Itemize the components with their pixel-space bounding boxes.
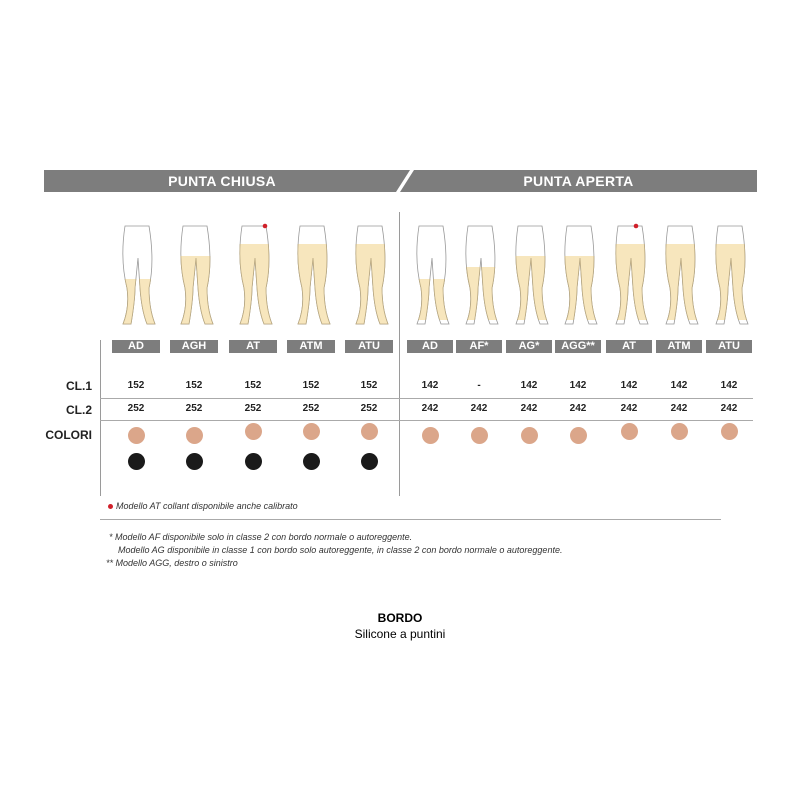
value-cl1: - (477, 380, 481, 391)
leg-illustration (288, 222, 334, 328)
color-swatch-black (186, 453, 203, 470)
model-label: AT (229, 340, 277, 353)
color-swatch-black (128, 453, 145, 470)
value-cl1: 142 (569, 380, 587, 391)
color-swatch-black (303, 453, 320, 470)
model-label: AD (407, 340, 453, 353)
red-dot-icon (633, 223, 639, 229)
red-dot-icon (108, 504, 113, 510)
row-label-colori: COLORI (45, 428, 92, 442)
value-cl2: 252 (302, 403, 320, 414)
color-swatch-skin (245, 423, 262, 440)
color-swatch-skin (570, 427, 587, 444)
model-label: AF* (456, 340, 502, 353)
leg-illustration (606, 222, 652, 328)
model-label: ATU (345, 340, 393, 353)
leg-illustration (555, 222, 601, 328)
value-cl1: 152 (127, 380, 145, 391)
leg-illustration (656, 222, 702, 328)
value-cl2: 242 (470, 403, 488, 414)
value-cl2: 242 (620, 403, 638, 414)
row-label-cl2: CL.2 (65, 403, 92, 417)
leg-illustration (407, 222, 453, 328)
value-cl2: 252 (244, 403, 262, 414)
note-at-text: Modello AT collant disponibile anche cal… (116, 501, 298, 511)
header-punta-chiusa: PUNTA CHIUSA (44, 170, 410, 192)
color-swatch-black (361, 453, 378, 470)
value-cl1: 152 (302, 380, 320, 391)
model-label: AGG** (555, 340, 601, 353)
model-label: AG* (506, 340, 552, 353)
value-cl1: 142 (620, 380, 638, 391)
bordo-title: BORDO (377, 611, 423, 625)
notes-divider (100, 519, 721, 520)
divider-left (100, 340, 101, 496)
value-cl2: 242 (520, 403, 538, 414)
value-cl2: 242 (569, 403, 587, 414)
row-divider-2 (100, 420, 753, 421)
note-ag: Modello AG disponibile in classe 1 con b… (118, 545, 563, 555)
value-cl1: 142 (421, 380, 439, 391)
leg-illustration (113, 222, 159, 328)
value-cl2: 252 (127, 403, 145, 414)
leg-illustration (171, 222, 217, 328)
value-cl1: 152 (185, 380, 203, 391)
bordo-value: Silicone a puntini (354, 627, 446, 641)
model-label: AGH (170, 340, 218, 353)
model-label: ATU (706, 340, 752, 353)
model-label: ATM (656, 340, 702, 353)
color-swatch-skin (471, 427, 488, 444)
value-cl2: 242 (421, 403, 439, 414)
model-label: ATM (287, 340, 335, 353)
color-swatch-skin (128, 427, 145, 444)
leg-illustration (506, 222, 552, 328)
note-agg: ** Modello AGG, destro o sinistro (106, 558, 238, 568)
divider-center (399, 212, 400, 496)
color-swatch-skin (621, 423, 638, 440)
color-swatch-skin (721, 423, 738, 440)
model-label: AD (112, 340, 160, 353)
value-cl2: 242 (670, 403, 688, 414)
row-label-cl1: CL.1 (65, 379, 92, 393)
value-cl2: 252 (185, 403, 203, 414)
color-swatch-skin (422, 427, 439, 444)
leg-illustration (706, 222, 752, 328)
color-swatch-skin (671, 423, 688, 440)
value-cl1: 142 (720, 380, 738, 391)
value-cl1: 142 (670, 380, 688, 391)
row-divider-1 (100, 398, 753, 399)
leg-illustration (346, 222, 392, 328)
leg-illustration (230, 222, 276, 328)
value-cl2: 242 (720, 403, 738, 414)
note-at: Modello AT collant disponibile anche cal… (108, 501, 298, 511)
red-dot-icon (262, 223, 268, 229)
value-cl1: 152 (244, 380, 262, 391)
color-swatch-skin (361, 423, 378, 440)
value-cl1: 142 (520, 380, 538, 391)
value-cl2: 252 (360, 403, 378, 414)
note-af: * Modello AF disponibile solo in classe … (109, 532, 413, 542)
color-swatch-black (245, 453, 262, 470)
color-swatch-skin (303, 423, 320, 440)
value-cl1: 152 (360, 380, 378, 391)
color-swatch-skin (521, 427, 538, 444)
leg-illustration (456, 222, 502, 328)
model-label: AT (606, 340, 652, 353)
header-punta-aperta: PUNTA APERTA (400, 170, 757, 192)
color-swatch-skin (186, 427, 203, 444)
